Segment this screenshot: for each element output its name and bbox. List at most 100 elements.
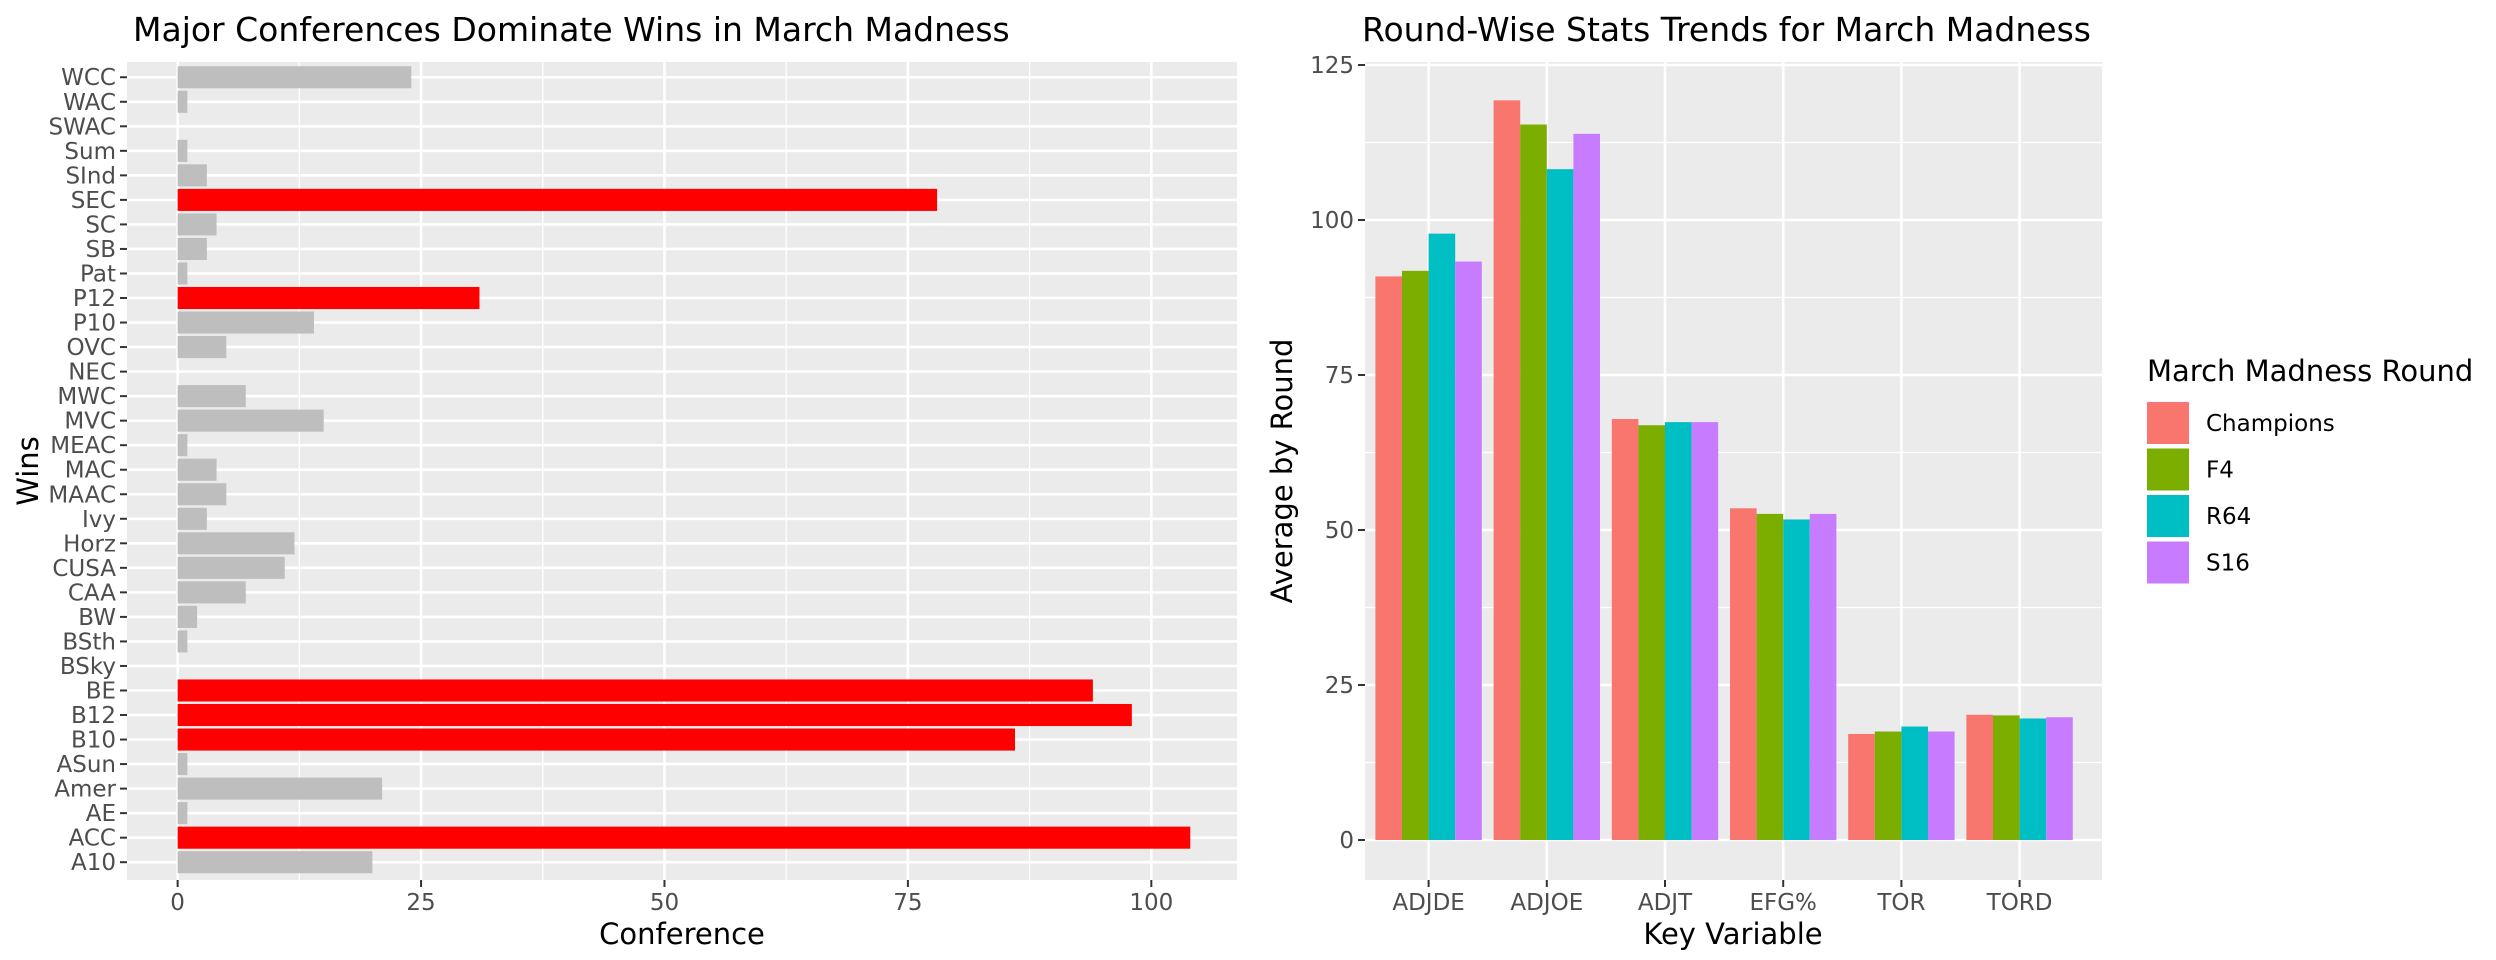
bar-s16-adjoe (1573, 133, 1600, 840)
right-y-tick-label: 125 (1310, 53, 1354, 79)
bar-r64-tor (1901, 726, 1928, 840)
left-x-tick-labels: 0 25 50 75 100 (170, 880, 1173, 916)
left-y-tick-labels: A10ACCAEAmerASunB10B12BEBSkyBSthBWCAACUS… (48, 65, 127, 876)
right-chart: Round-Wise Stats Trends for March Madnes… (1265, 10, 2102, 951)
bar-f4-tord (1993, 715, 2020, 840)
right-bars (1375, 100, 2073, 841)
bar-r64-adjt (1665, 422, 1692, 840)
bar-bw (177, 605, 198, 628)
left-y-tick-label: CAA (68, 580, 116, 606)
bar-champions-adjde (1375, 276, 1403, 840)
bar-wcc (177, 66, 412, 89)
bar-sec (177, 188, 938, 211)
left-y-tick-label: MWC (57, 384, 116, 410)
right-x-axis-label: Key Variable (1643, 917, 1822, 951)
bar-asun (177, 753, 188, 776)
bar-caa (177, 581, 246, 604)
right-y-tick-label: 0 (1339, 828, 1354, 854)
right-y-tick-label: 75 (1325, 363, 1354, 389)
bar-meac (177, 434, 188, 457)
left-chart: Major Conferences Dominate Wins in March… (11, 10, 1237, 951)
bar-sind (177, 164, 207, 187)
left-x-tick-label: 75 (893, 890, 922, 916)
bar-f4-adjde (1402, 270, 1429, 841)
right-x-tick-label: EFG% (1749, 890, 1816, 916)
bar-champions-adjoe (1493, 100, 1521, 841)
bar-horz (177, 532, 295, 555)
left-y-tick-label: ACC (69, 826, 116, 852)
legend-key-s16 (2147, 541, 2189, 584)
left-y-tick-label: P12 (73, 286, 116, 312)
left-y-tick-label: WCC (61, 65, 116, 91)
left-x-axis-label: Conference (599, 917, 765, 951)
left-chart-title: Major Conferences Dominate Wins in March… (133, 10, 1010, 49)
left-y-tick-label: CUSA (52, 556, 116, 582)
bar-f4-adjt (1638, 425, 1665, 840)
right-x-tick-label: TOR (1876, 890, 1925, 916)
left-y-tick-label: SC (85, 212, 116, 238)
left-y-axis-label: Wins (11, 436, 45, 506)
left-y-tick-label: AE (86, 801, 116, 827)
left-y-tick-label: SB (86, 237, 116, 263)
left-y-tick-label: Pat (80, 261, 116, 287)
bar-b12 (177, 703, 1132, 727)
bar-champions-tord (1966, 714, 1994, 840)
bar-b10 (177, 728, 1015, 751)
left-y-tick-label: OVC (67, 335, 117, 361)
bar-s16-adjt (1691, 422, 1719, 840)
bar-wac (177, 90, 188, 113)
right-y-tick-label: 100 (1310, 208, 1354, 234)
legend-title: March Madness Round (2147, 354, 2473, 388)
bar-r64-tord (2019, 718, 2047, 840)
bar-maac (177, 483, 227, 506)
bar-r64-adjde (1428, 233, 1456, 840)
bar-sc (177, 213, 217, 236)
legend-items: Champions F4 R64 S16 (2147, 402, 2335, 584)
left-y-tick-label: MAC (65, 458, 116, 484)
left-y-tick-label: B12 (71, 703, 116, 729)
left-y-tick-label: Horz (63, 531, 116, 557)
left-y-tick-label: BE (86, 678, 116, 704)
left-y-tick-label: MAAC (48, 482, 116, 508)
left-y-tick-label: B10 (71, 728, 116, 754)
bar-f4-adjoe (1520, 124, 1547, 840)
left-y-tick-label: A10 (71, 850, 116, 876)
bar-acc (177, 826, 1191, 849)
bar-sum (177, 139, 188, 162)
left-x-tick-label: 50 (650, 890, 679, 916)
right-x-tick-label: ADJDE (1392, 890, 1464, 916)
left-x-tick-label: 25 (406, 890, 435, 916)
left-x-tick-label: 100 (1129, 890, 1173, 916)
left-y-tick-label: SEC (71, 188, 116, 214)
right-y-tick-label: 50 (1325, 518, 1354, 544)
right-x-tick-label: TORD (1986, 890, 2053, 916)
left-y-tick-label: SWAC (49, 114, 116, 140)
left-y-tick-label: ASun (57, 752, 117, 778)
bar-f4-efgpct (1756, 513, 1784, 840)
bar-mac (177, 458, 217, 481)
legend-label-f4: F4 (2206, 458, 2234, 484)
bar-champions-adjt (1611, 419, 1639, 840)
bar-cusa (177, 556, 285, 579)
bar-s16-adjde (1455, 261, 1482, 840)
right-x-tick-label: ADJOE (1510, 890, 1583, 916)
right-x-tick-label: ADJT (1638, 890, 1693, 916)
bar-ovc (177, 336, 227, 359)
bar-sb (177, 237, 207, 260)
bar-r64-efgpct (1783, 519, 1810, 840)
legend: March Madness Round Champions F4 R64 S16 (2147, 354, 2473, 584)
left-y-tick-label: Ivy (82, 507, 116, 533)
left-y-tick-label: NEC (68, 360, 116, 386)
bar-f4-tor (1874, 731, 1902, 840)
right-chart-title: Round-Wise Stats Trends for March Madnes… (1362, 10, 2091, 49)
bar-bsth (177, 630, 188, 653)
bar-be (177, 679, 1093, 702)
bar-ivy (177, 507, 207, 530)
left-y-tick-label: BSky (60, 654, 116, 680)
legend-label-s16: S16 (2206, 551, 2250, 577)
left-y-tick-label: P10 (73, 311, 116, 337)
right-x-tick-labels: ADJDE ADJOE ADJT EFG% TOR TORD (1392, 880, 2053, 916)
left-y-tick-label: MEAC (50, 433, 116, 459)
left-bars (177, 66, 1191, 874)
